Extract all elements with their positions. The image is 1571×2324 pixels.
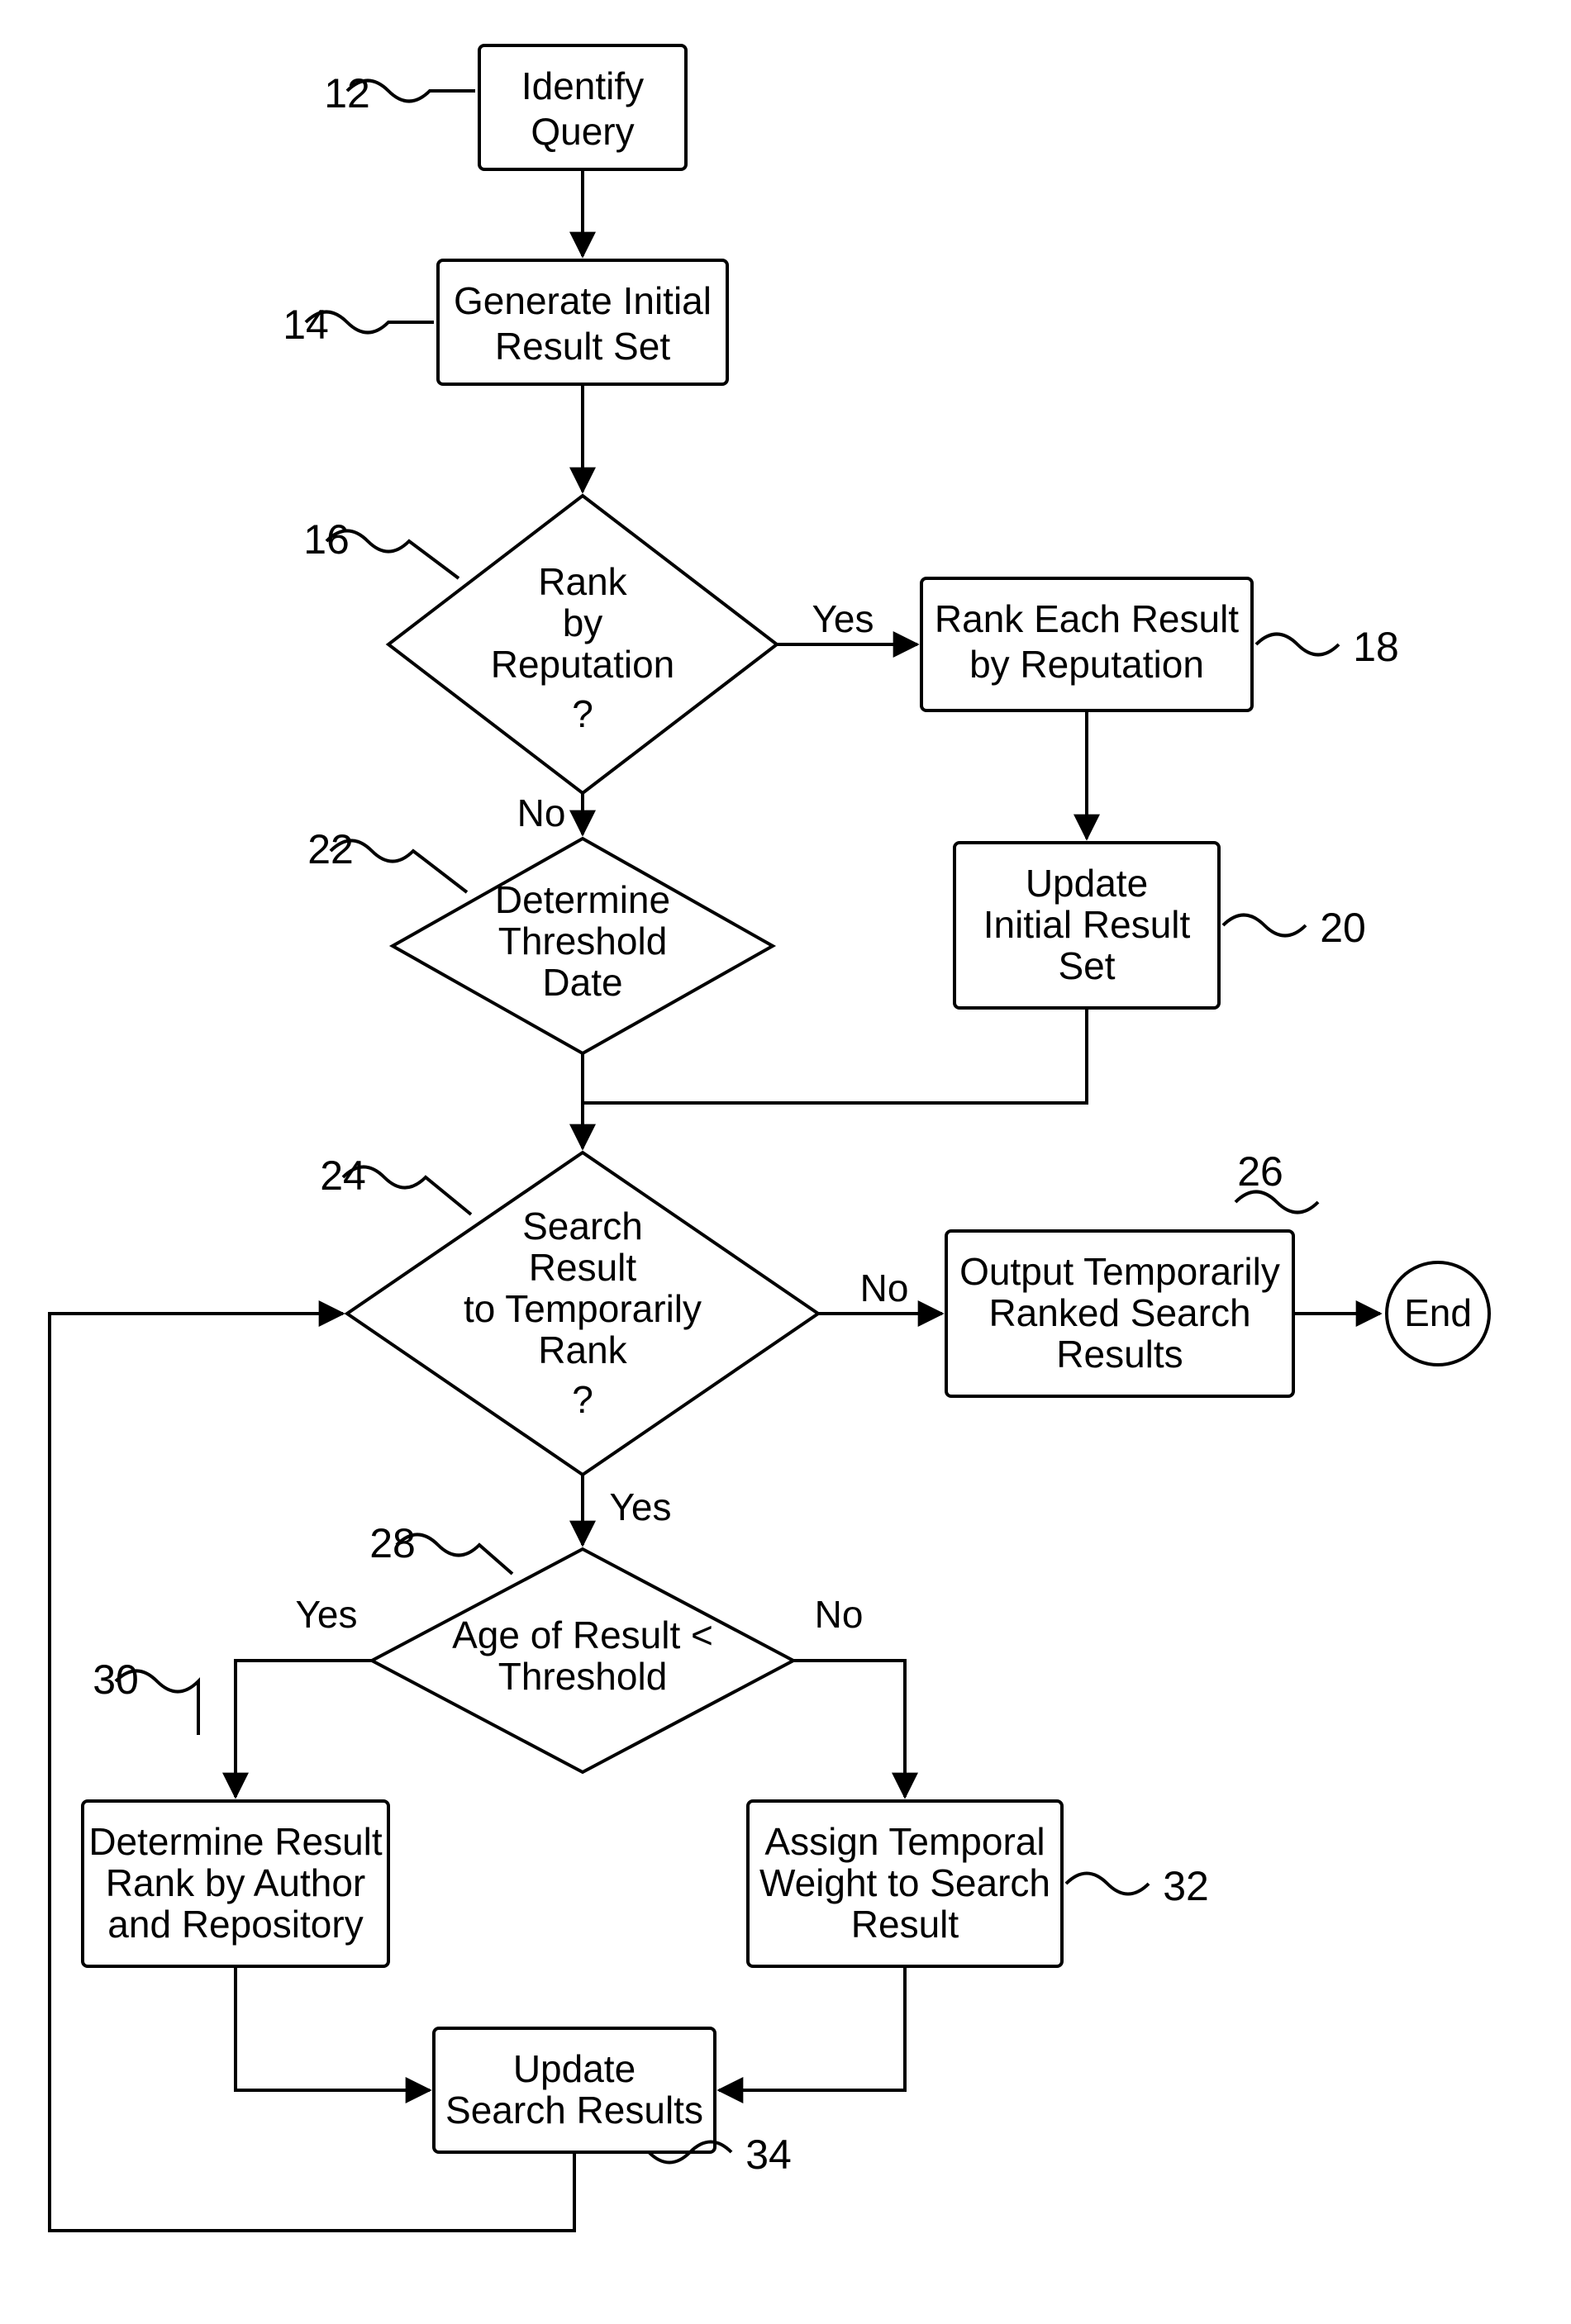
ref-label-12: 12 bbox=[324, 70, 370, 116]
node-rank-by-reputation-decision: Rank by Reputation ? bbox=[388, 496, 777, 793]
ref-label-20: 20 bbox=[1320, 905, 1366, 951]
node-determine-threshold-date: Determine Threshold Date bbox=[393, 839, 773, 1053]
svg-text:Search: Search bbox=[522, 1205, 643, 1248]
ref-label-34: 34 bbox=[745, 2132, 792, 2178]
svg-text:Assign Temporal: Assign Temporal bbox=[764, 1820, 1045, 1863]
svg-text:Results: Results bbox=[1056, 1333, 1183, 1376]
svg-text:?: ? bbox=[572, 1378, 593, 1421]
svg-text:Result Set: Result Set bbox=[495, 325, 670, 368]
ref-label-22: 22 bbox=[307, 826, 354, 872]
edge-30-34 bbox=[236, 1966, 430, 2090]
svg-text:Threshold: Threshold bbox=[498, 920, 668, 962]
svg-text:End: End bbox=[1404, 1291, 1472, 1334]
svg-text:Reputation: Reputation bbox=[491, 643, 675, 686]
ref-label-30: 30 bbox=[93, 1656, 139, 1703]
edge-label-24-yes: Yes bbox=[609, 1485, 671, 1528]
edge-label-24-no: No bbox=[860, 1267, 909, 1309]
ref-label-18: 18 bbox=[1353, 624, 1399, 670]
edge-20-merge bbox=[583, 1008, 1087, 1103]
svg-text:Output Temporarily: Output Temporarily bbox=[959, 1250, 1280, 1293]
node-search-result-to-rank-decision: Search Result to Temporarily Rank ? bbox=[347, 1152, 818, 1475]
ref-label-32: 32 bbox=[1163, 1863, 1209, 1909]
svg-text:Rank Each Result: Rank Each Result bbox=[935, 597, 1239, 640]
node-output-results: Output Temporarily Ranked Search Results bbox=[946, 1231, 1293, 1396]
node-generate-initial-result-set: Generate Initial Result Set bbox=[438, 260, 727, 384]
edge-28-30 bbox=[236, 1661, 372, 1797]
svg-text:Determine Result: Determine Result bbox=[88, 1820, 383, 1863]
edge-label-16-yes: Yes bbox=[812, 597, 874, 640]
svg-text:Initial Result: Initial Result bbox=[983, 903, 1191, 946]
svg-text:Update: Update bbox=[1026, 862, 1148, 905]
node-assign-temporal-weight: Assign Temporal Weight to Search Result bbox=[748, 1801, 1062, 1966]
svg-text:?: ? bbox=[572, 692, 593, 735]
svg-text:by: by bbox=[563, 601, 603, 644]
ref-label-28: 28 bbox=[369, 1520, 416, 1566]
svg-text:Age of Result <: Age of Result < bbox=[452, 1613, 713, 1656]
svg-text:Result: Result bbox=[851, 1903, 959, 1946]
edge-label-28-no: No bbox=[815, 1593, 864, 1636]
ref-label-24: 24 bbox=[320, 1152, 366, 1199]
ref-label-14: 14 bbox=[283, 302, 329, 348]
svg-text:Threshold: Threshold bbox=[498, 1655, 668, 1698]
svg-text:Weight to Search: Weight to Search bbox=[759, 1861, 1050, 1904]
edge-label-16-no: No bbox=[517, 791, 566, 834]
edge-28-32 bbox=[793, 1661, 905, 1797]
svg-text:Identify: Identify bbox=[521, 64, 644, 107]
svg-text:Generate Initial: Generate Initial bbox=[454, 279, 712, 322]
svg-text:Query: Query bbox=[531, 110, 634, 153]
svg-text:Set: Set bbox=[1058, 944, 1115, 987]
svg-text:by Reputation: by Reputation bbox=[969, 643, 1204, 686]
svg-text:to Temporarily: to Temporarily bbox=[464, 1287, 702, 1330]
ref-label-16: 16 bbox=[303, 516, 350, 563]
svg-text:Date: Date bbox=[542, 961, 622, 1004]
edge-32-34 bbox=[719, 1966, 905, 2090]
svg-text:Rank by Author: Rank by Author bbox=[106, 1861, 366, 1904]
flowchart-canvas: Identify Query 12 Generate Initial Resul… bbox=[0, 0, 1571, 2324]
svg-text:Update: Update bbox=[513, 2047, 636, 2090]
svg-text:Search Results: Search Results bbox=[445, 2089, 703, 2132]
node-update-search-results: Update Search Results bbox=[434, 2028, 715, 2152]
svg-text:Rank: Rank bbox=[538, 1328, 627, 1371]
node-rank-by-author: Determine Result Rank by Author and Repo… bbox=[83, 1801, 388, 1966]
svg-text:Determine: Determine bbox=[495, 878, 670, 921]
node-identify-query: Identify Query bbox=[479, 45, 686, 169]
node-age-threshold-decision: Age of Result < Threshold bbox=[372, 1549, 793, 1772]
svg-text:Rank: Rank bbox=[538, 560, 627, 603]
node-update-initial-result-set: Update Initial Result Set bbox=[955, 843, 1219, 1008]
svg-text:Ranked Search: Ranked Search bbox=[988, 1291, 1250, 1334]
edge-label-28-yes: Yes bbox=[295, 1593, 357, 1636]
svg-text:and Repository: and Repository bbox=[107, 1903, 363, 1946]
ref-label-26: 26 bbox=[1237, 1148, 1283, 1195]
node-end: End bbox=[1387, 1262, 1489, 1365]
node-rank-each-result: Rank Each Result by Reputation bbox=[921, 578, 1252, 711]
svg-text:Result: Result bbox=[529, 1246, 637, 1289]
